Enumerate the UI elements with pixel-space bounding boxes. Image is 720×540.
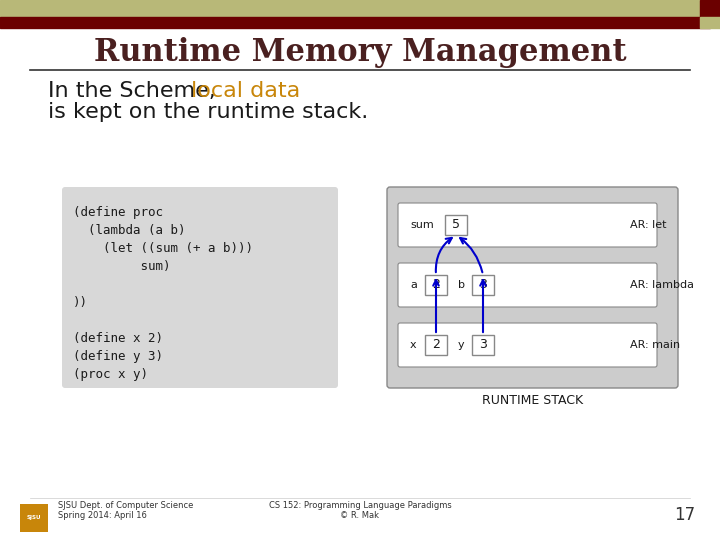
Text: 3: 3 bbox=[479, 339, 487, 352]
Text: b: b bbox=[458, 280, 465, 290]
Text: )): )) bbox=[73, 296, 88, 309]
FancyBboxPatch shape bbox=[398, 203, 657, 247]
FancyBboxPatch shape bbox=[387, 187, 678, 388]
Text: (define x 2): (define x 2) bbox=[73, 332, 163, 345]
Text: sum): sum) bbox=[73, 260, 171, 273]
Text: SJSU: SJSU bbox=[27, 516, 41, 521]
Text: (proc x y): (proc x y) bbox=[73, 368, 148, 381]
Text: CS 152: Programming Language Paradigms: CS 152: Programming Language Paradigms bbox=[269, 501, 451, 510]
Bar bbox=[472, 335, 494, 355]
Bar bbox=[0, 17, 710, 28]
Text: 5: 5 bbox=[452, 219, 460, 232]
FancyBboxPatch shape bbox=[398, 323, 657, 367]
Bar bbox=[20, 504, 48, 532]
Text: (define proc: (define proc bbox=[73, 206, 163, 219]
Text: is kept on the runtime stack.: is kept on the runtime stack. bbox=[48, 102, 368, 122]
Text: 2: 2 bbox=[432, 339, 440, 352]
Text: SJSU Dept. of Computer Science: SJSU Dept. of Computer Science bbox=[58, 501, 194, 510]
FancyBboxPatch shape bbox=[62, 187, 338, 388]
Text: (define y 3): (define y 3) bbox=[73, 350, 163, 363]
Text: a: a bbox=[410, 280, 417, 290]
Text: local data: local data bbox=[191, 81, 300, 101]
Text: y: y bbox=[458, 340, 464, 350]
Text: 17: 17 bbox=[674, 506, 695, 524]
Text: © R. Mak: © R. Mak bbox=[341, 511, 379, 520]
Text: RUNTIME STACK: RUNTIME STACK bbox=[482, 394, 583, 407]
Text: 2: 2 bbox=[432, 279, 440, 292]
Bar bbox=[472, 275, 494, 295]
Bar bbox=[425, 275, 447, 295]
Text: (lambda (a b): (lambda (a b) bbox=[73, 224, 186, 237]
Bar bbox=[28, 103, 39, 114]
Text: (let ((sum (+ a b))): (let ((sum (+ a b))) bbox=[73, 242, 253, 255]
Text: Spring 2014: April 16: Spring 2014: April 16 bbox=[58, 511, 147, 520]
Text: sum: sum bbox=[410, 220, 433, 230]
Bar bbox=[0, 0, 700, 18]
Bar bbox=[445, 215, 467, 235]
Text: 3: 3 bbox=[479, 279, 487, 292]
Bar bbox=[425, 335, 447, 355]
Text: AR: main: AR: main bbox=[630, 340, 680, 350]
Bar bbox=[700, 17, 720, 28]
Text: In the Scheme,: In the Scheme, bbox=[48, 81, 223, 101]
Text: Runtime Memory Management: Runtime Memory Management bbox=[94, 37, 626, 68]
Text: AR: lambda: AR: lambda bbox=[630, 280, 694, 290]
FancyBboxPatch shape bbox=[398, 263, 657, 307]
Text: x: x bbox=[410, 340, 417, 350]
Bar bbox=[700, 0, 720, 18]
Text: AR: let: AR: let bbox=[630, 220, 667, 230]
